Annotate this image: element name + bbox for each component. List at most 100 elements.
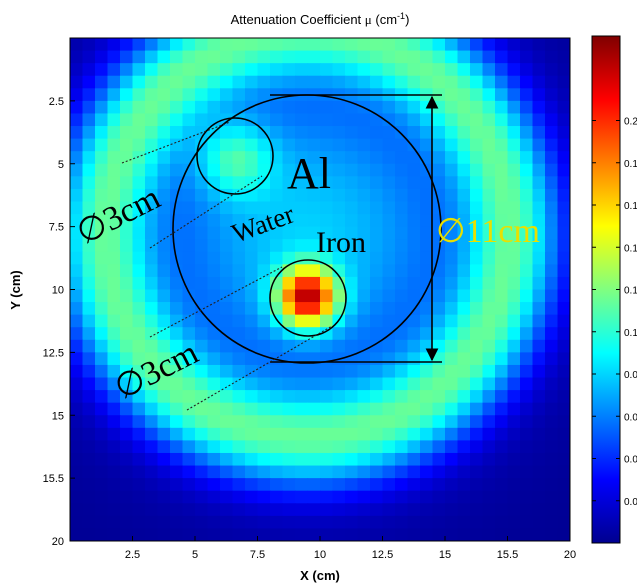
heatmap-cell — [332, 377, 346, 391]
heatmap-cell — [457, 515, 471, 530]
heatmap-cell — [270, 490, 284, 504]
heatmap-cell — [357, 339, 371, 353]
heatmap-cell — [432, 113, 446, 127]
heatmap-cell — [532, 201, 546, 215]
colorbar-ticks: 0.020.040.060.080.10.120.140.160.180.2 — [592, 117, 637, 508]
heatmap-cell — [370, 415, 384, 429]
heatmap-cell — [495, 327, 509, 341]
heatmap-cell — [282, 440, 296, 454]
heatmap-cell — [470, 314, 484, 328]
heatmap-cell — [332, 478, 346, 492]
heatmap-cell — [407, 490, 421, 504]
heatmap-cell — [195, 276, 209, 291]
heatmap-cell — [195, 251, 209, 265]
heatmap-cell — [370, 465, 384, 479]
heatmap-cell — [270, 113, 284, 127]
heatmap-cell — [220, 100, 234, 115]
heatmap-cell — [195, 415, 209, 429]
chart-title-unit-open: (cm — [372, 12, 397, 27]
heatmap-cell — [545, 50, 559, 64]
heatmap-cell — [120, 452, 134, 467]
heatmap-cell — [507, 50, 521, 64]
heatmap-cell — [132, 201, 146, 215]
heatmap-cell — [157, 201, 171, 215]
heatmap-cell — [495, 364, 509, 379]
heatmap-cell — [332, 490, 346, 504]
heatmap-cell — [145, 176, 159, 190]
heatmap-cell — [320, 176, 334, 190]
heatmap-cell — [557, 490, 570, 504]
heatmap-cell — [157, 364, 171, 379]
heatmap-cell — [82, 113, 96, 127]
heatmap-cell — [220, 201, 234, 215]
heatmap-cell — [170, 138, 184, 152]
heatmap-cell — [382, 452, 396, 467]
heatmap-cell — [320, 226, 334, 240]
heatmap-cell — [145, 289, 159, 303]
heatmap-cell — [432, 465, 446, 479]
heatmap-cell — [532, 377, 546, 391]
heatmap-cell — [70, 100, 84, 115]
heatmap-cell — [182, 327, 196, 341]
heatmap-cell — [545, 503, 559, 517]
heatmap-cell — [445, 465, 459, 479]
heatmap-cell — [145, 38, 159, 52]
heatmap-cell — [82, 264, 96, 278]
heatmap-cell — [232, 352, 246, 366]
heatmap-cell — [82, 50, 96, 64]
heatmap-cell — [532, 100, 546, 115]
heatmap-cell — [307, 50, 321, 64]
heatmap-cell — [120, 302, 134, 316]
heatmap-cell — [232, 226, 246, 240]
heatmap-cell — [232, 452, 246, 467]
heatmap-cell — [82, 289, 96, 303]
heatmap-cell — [182, 188, 196, 203]
heatmap-cell — [232, 176, 246, 190]
heatmap-cell — [70, 188, 84, 203]
heatmap-cell — [170, 126, 184, 140]
heatmap-cell — [82, 38, 96, 52]
heatmap-cell — [82, 465, 96, 479]
heatmap-cell — [407, 251, 421, 265]
heatmap-cell — [232, 239, 246, 253]
heatmap-cell — [132, 465, 146, 479]
heatmap-cell — [320, 314, 334, 328]
heatmap-cell — [220, 364, 234, 379]
al-dotted-line-upper — [121, 121, 231, 164]
heatmap-cell — [307, 276, 321, 291]
heatmap-cell — [145, 528, 159, 541]
heatmap-cell — [482, 113, 496, 127]
heatmap-cell — [407, 126, 421, 140]
heatmap-cell — [270, 75, 284, 89]
heatmap-cell — [357, 163, 371, 177]
heatmap-cell — [470, 239, 484, 253]
heatmap-cell — [307, 239, 321, 253]
heatmap-cell — [482, 478, 496, 492]
heatmap-cell — [157, 188, 171, 203]
heatmap-cell — [395, 390, 409, 404]
heatmap-cell — [295, 188, 309, 203]
heatmap-cell — [495, 276, 509, 291]
heatmap-cell — [270, 515, 284, 530]
heatmap-cell — [520, 377, 534, 391]
heatmap-cell — [532, 50, 546, 64]
heatmap-cell — [332, 38, 346, 52]
heatmap-cell — [157, 163, 171, 177]
heatmap-cell — [370, 452, 384, 467]
heatmap-cell — [207, 440, 221, 454]
heatmap-cell — [370, 201, 384, 215]
heatmap-cell — [145, 364, 159, 379]
label-dia-11cm: ∅11cm — [436, 213, 540, 250]
heatmap-cell — [182, 528, 196, 541]
heatmap-cell — [382, 226, 396, 240]
heatmap-cell — [445, 503, 459, 517]
heatmap-cell — [170, 289, 184, 303]
heatmap-cell — [270, 201, 284, 215]
heatmap-cell — [482, 465, 496, 479]
iron-dotted-line-upper — [149, 266, 283, 338]
heatmap-cell — [507, 503, 521, 517]
heatmap-cell — [320, 188, 334, 203]
heatmap-cell — [295, 528, 309, 541]
heatmap-cell — [395, 440, 409, 454]
heatmap-cell — [182, 465, 196, 479]
